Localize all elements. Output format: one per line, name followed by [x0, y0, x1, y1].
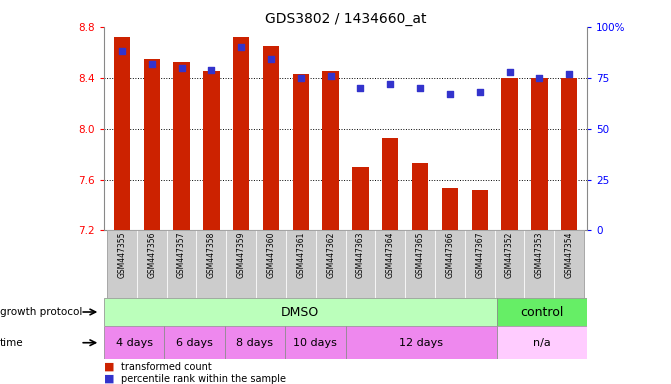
- Text: n/a: n/a: [533, 338, 551, 348]
- Point: [146, 60, 157, 66]
- Bar: [166, 230, 197, 298]
- Bar: [225, 326, 285, 359]
- Text: GSM447355: GSM447355: [117, 232, 126, 278]
- Bar: [501, 78, 518, 230]
- Bar: [263, 46, 279, 230]
- Bar: [323, 71, 339, 230]
- Text: GSM447357: GSM447357: [177, 232, 186, 278]
- Bar: [497, 326, 587, 359]
- Text: transformed count: transformed count: [121, 361, 211, 372]
- Bar: [113, 37, 130, 230]
- Bar: [285, 326, 346, 359]
- Point: [176, 65, 187, 71]
- Bar: [107, 230, 137, 298]
- Bar: [472, 190, 488, 230]
- Text: GSM447367: GSM447367: [475, 232, 484, 278]
- Text: GSM447352: GSM447352: [505, 232, 514, 278]
- Bar: [226, 230, 256, 298]
- Bar: [495, 230, 525, 298]
- Text: ■: ■: [104, 374, 115, 384]
- Text: GSM447359: GSM447359: [237, 232, 246, 278]
- Point: [355, 85, 366, 91]
- Bar: [554, 230, 584, 298]
- Bar: [531, 78, 548, 230]
- Point: [206, 66, 217, 73]
- Point: [534, 74, 545, 81]
- Text: GSM447364: GSM447364: [386, 232, 395, 278]
- Bar: [293, 74, 309, 230]
- Point: [445, 91, 456, 97]
- Point: [504, 69, 515, 75]
- Text: GSM447356: GSM447356: [147, 232, 156, 278]
- Text: 10 days: 10 days: [293, 338, 338, 348]
- Text: ■: ■: [104, 361, 115, 372]
- Point: [415, 85, 425, 91]
- Text: GSM447365: GSM447365: [415, 232, 425, 278]
- Point: [564, 71, 574, 77]
- Point: [266, 56, 276, 63]
- Bar: [164, 326, 225, 359]
- Bar: [104, 298, 497, 326]
- Bar: [375, 230, 405, 298]
- Bar: [256, 230, 286, 298]
- Bar: [352, 167, 368, 230]
- Text: control: control: [520, 306, 564, 318]
- Bar: [197, 230, 226, 298]
- Bar: [382, 137, 399, 230]
- Text: percentile rank within the sample: percentile rank within the sample: [121, 374, 286, 384]
- Bar: [203, 71, 219, 230]
- Text: GDS3802 / 1434660_at: GDS3802 / 1434660_at: [265, 12, 426, 25]
- Bar: [316, 230, 346, 298]
- Bar: [435, 230, 465, 298]
- Text: growth protocol: growth protocol: [0, 307, 83, 317]
- Text: GSM447354: GSM447354: [565, 232, 574, 278]
- Text: GSM447358: GSM447358: [207, 232, 216, 278]
- Bar: [104, 326, 164, 359]
- Text: GSM447353: GSM447353: [535, 232, 544, 278]
- Point: [117, 48, 127, 55]
- Point: [295, 74, 306, 81]
- Bar: [346, 230, 375, 298]
- Bar: [346, 326, 497, 359]
- Bar: [497, 298, 587, 326]
- Text: GSM447366: GSM447366: [446, 232, 454, 278]
- Bar: [412, 163, 428, 230]
- Bar: [144, 59, 160, 230]
- Text: 12 days: 12 days: [399, 338, 443, 348]
- Text: time: time: [0, 338, 23, 348]
- Text: DMSO: DMSO: [281, 306, 319, 318]
- Text: GSM447363: GSM447363: [356, 232, 365, 278]
- Point: [236, 44, 246, 50]
- Bar: [286, 230, 316, 298]
- Point: [385, 81, 396, 87]
- Bar: [561, 78, 578, 230]
- Text: GSM447360: GSM447360: [266, 232, 276, 278]
- Text: 4 days: 4 days: [115, 338, 153, 348]
- Point: [474, 89, 485, 95]
- Text: GSM447362: GSM447362: [326, 232, 335, 278]
- Text: GSM447361: GSM447361: [297, 232, 305, 278]
- Text: 6 days: 6 days: [176, 338, 213, 348]
- Text: 8 days: 8 days: [236, 338, 274, 348]
- Bar: [405, 230, 435, 298]
- Bar: [442, 189, 458, 230]
- Bar: [525, 230, 554, 298]
- Point: [325, 73, 336, 79]
- Bar: [137, 230, 166, 298]
- Bar: [173, 63, 190, 230]
- Bar: [465, 230, 495, 298]
- Bar: [233, 37, 250, 230]
